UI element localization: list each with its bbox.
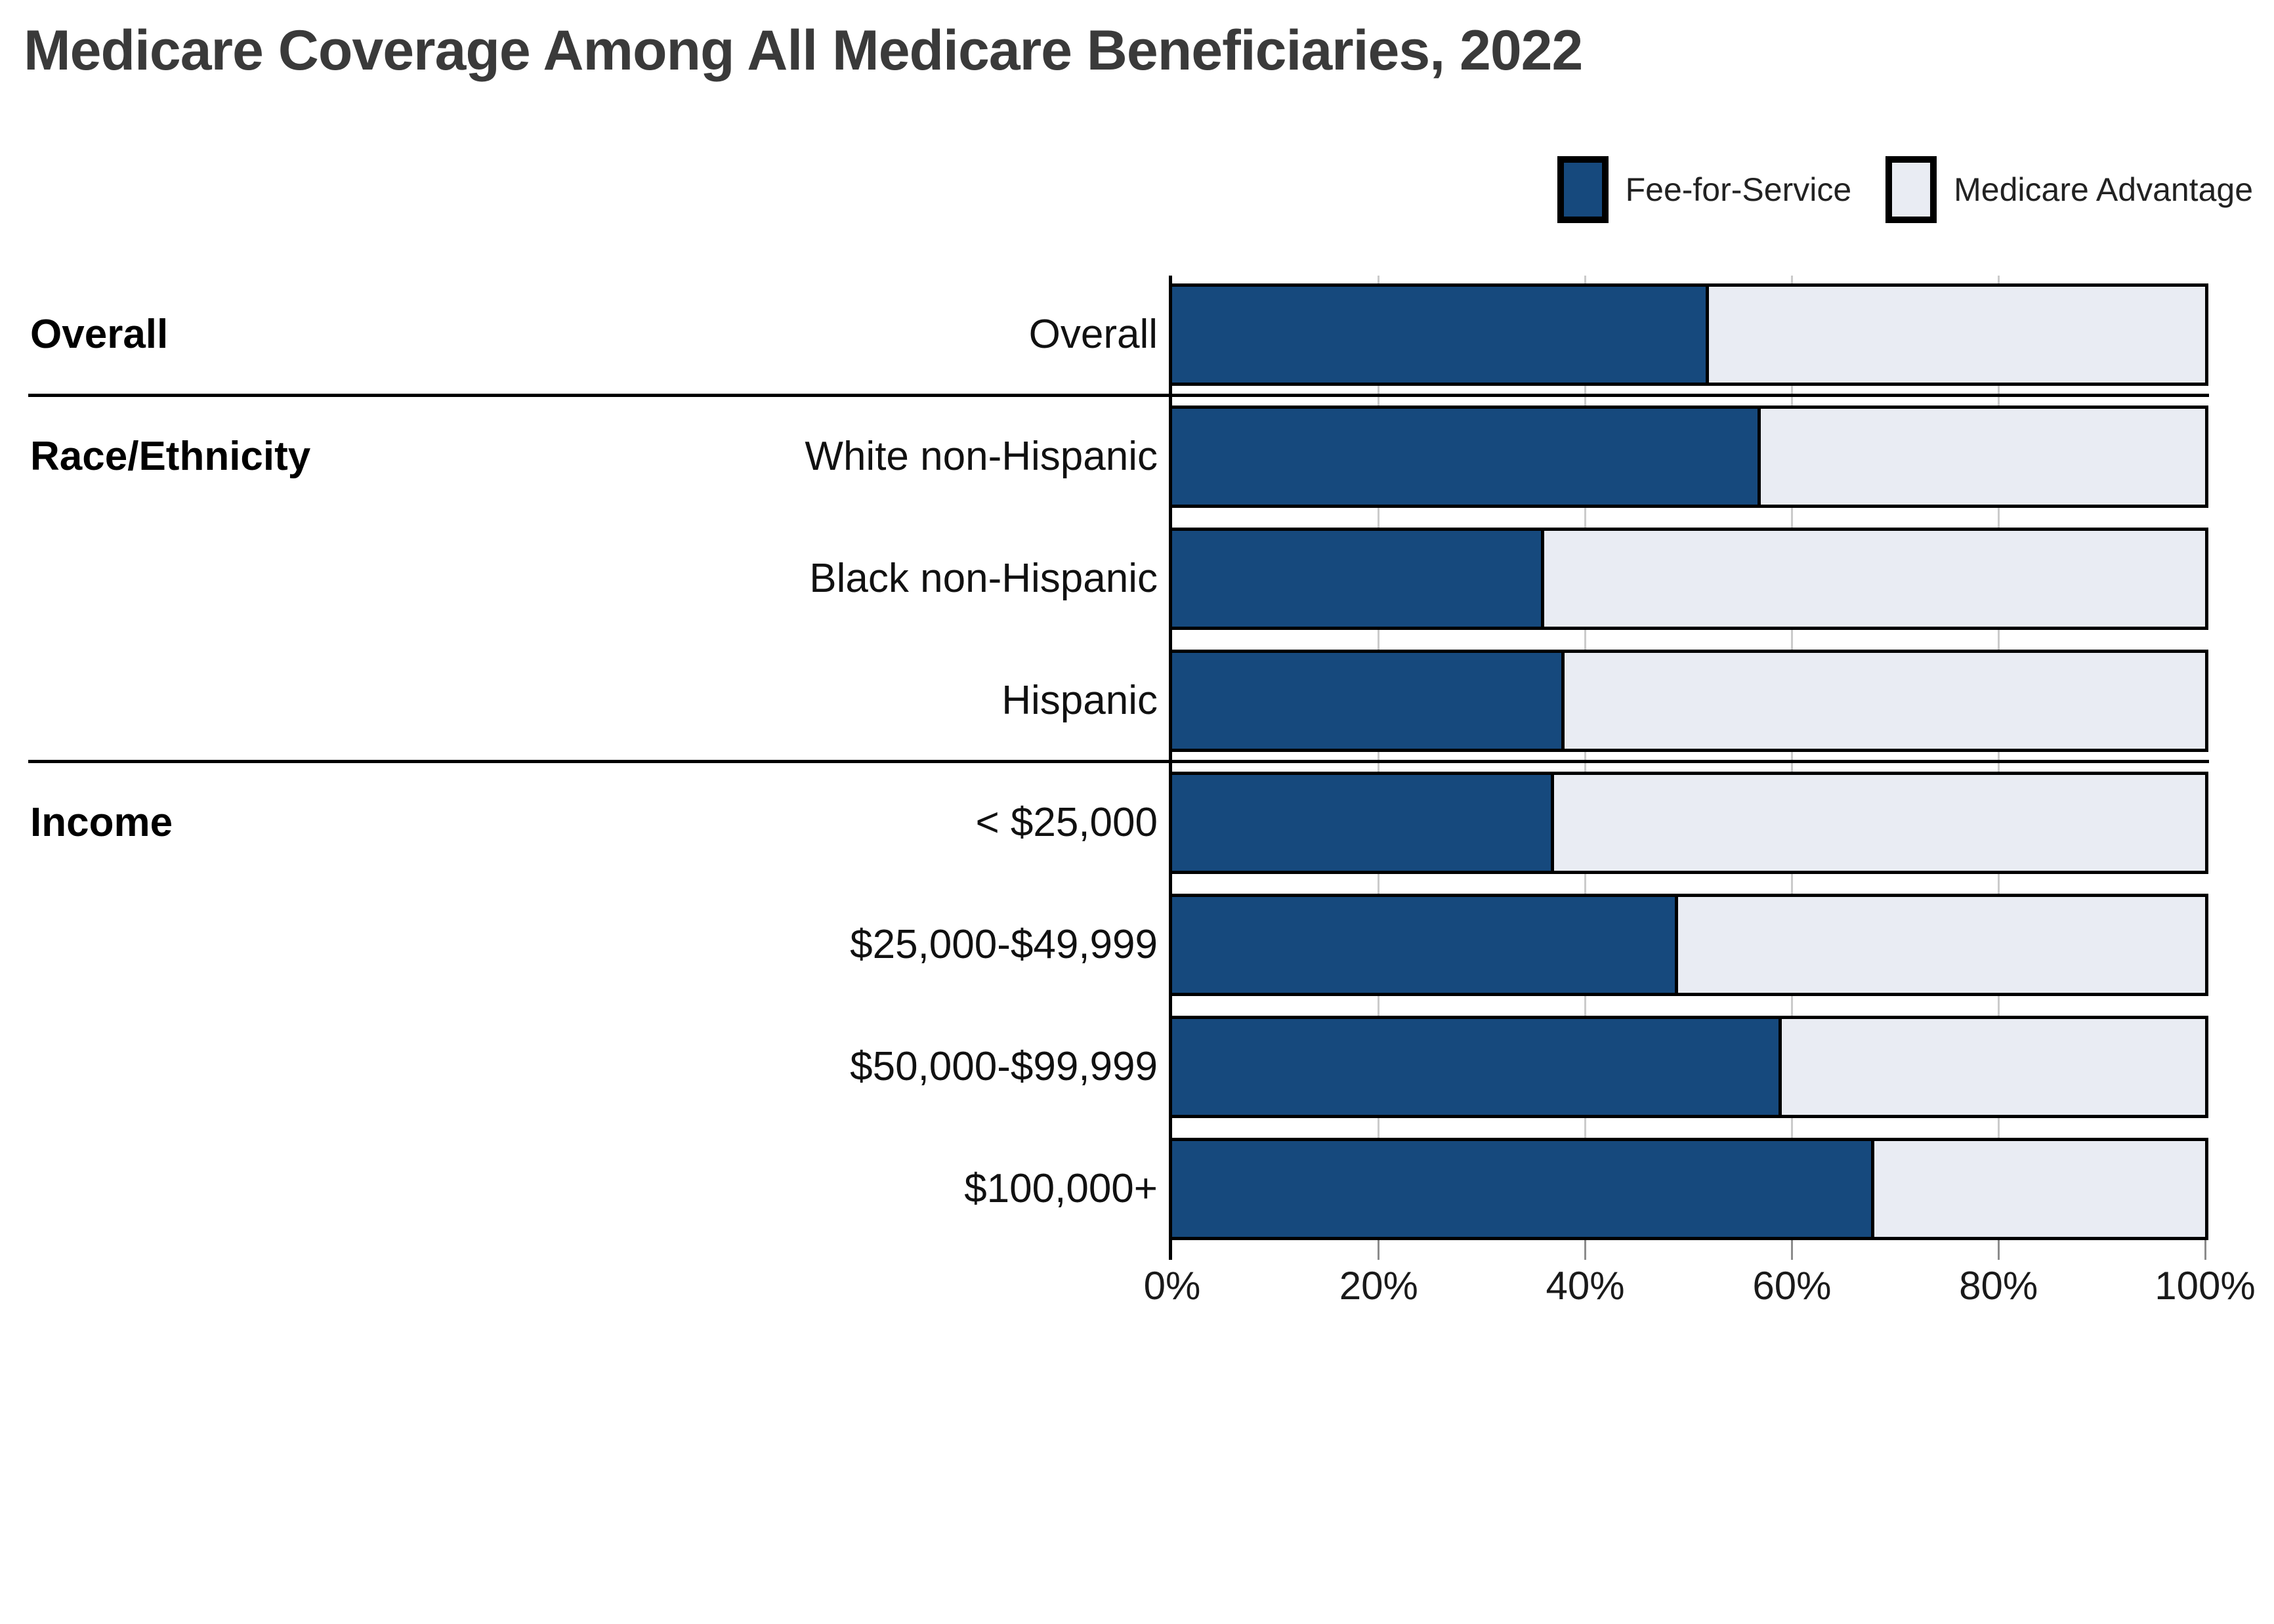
bar-segment-medicare-advantage <box>1544 531 2205 627</box>
group-heading: Overall <box>30 312 169 357</box>
axis-tick <box>1790 1240 1793 1260</box>
bar-row <box>1169 1138 2208 1240</box>
section-separator-line <box>28 760 2209 763</box>
gridline <box>1584 276 1587 1240</box>
section-separator-line <box>28 394 2209 397</box>
gridline <box>1997 276 2000 1240</box>
bar-segment-medicare-advantage <box>1709 287 2205 383</box>
bar-segment-fee-for-service <box>1172 1141 1875 1237</box>
bar-row <box>1169 772 2208 874</box>
x-axis-tick-label: 80% <box>1959 1264 2038 1308</box>
row-label: Hispanic <box>1001 678 1158 723</box>
gridline <box>1790 276 1793 1240</box>
row-label: White non-Hispanic <box>805 434 1158 479</box>
row-label: Overall <box>1028 312 1158 357</box>
bar-row <box>1169 650 2208 752</box>
group-heading: Race/Ethnicity <box>30 434 311 479</box>
bar-segment-fee-for-service <box>1172 653 1565 749</box>
y-axis-line <box>1169 276 1172 1260</box>
legend: Fee-for-Service Medicare Advantage <box>1557 156 2253 223</box>
legend-label: Fee-for-Service <box>1625 171 1852 208</box>
row-label: $50,000-$99,999 <box>850 1044 1158 1089</box>
bar-row <box>1169 283 2208 386</box>
legend-label: Medicare Advantage <box>1954 171 2253 208</box>
bar-row <box>1169 528 2208 630</box>
bar-segment-medicare-advantage <box>1678 897 2205 993</box>
row-label: $25,000-$49,999 <box>850 922 1158 967</box>
bar-segment-fee-for-service <box>1172 1019 1782 1115</box>
axis-tick <box>2204 1240 2206 1260</box>
bar-segment-fee-for-service <box>1172 897 1679 993</box>
x-axis-tick-label: 100% <box>2155 1264 2256 1308</box>
row-label: < $25,000 <box>975 800 1158 845</box>
bar-segment-medicare-advantage <box>1761 409 2205 505</box>
bar-row <box>1169 894 2208 996</box>
bar-segment-fee-for-service <box>1172 531 1544 627</box>
bar-segment-fee-for-service <box>1172 409 1761 505</box>
axis-tick <box>1584 1240 1587 1260</box>
x-axis-tick-label: 60% <box>1752 1264 1832 1308</box>
x-axis-tick-label: 0% <box>1143 1264 1201 1308</box>
legend-swatch-icon <box>1557 156 1609 223</box>
row-label: $100,000+ <box>964 1166 1158 1211</box>
x-axis-tick-label: 40% <box>1546 1264 1625 1308</box>
gridline <box>1378 276 1380 1240</box>
bar-row <box>1169 1016 2208 1118</box>
bar-segment-fee-for-service <box>1172 775 1555 871</box>
row-label: Black non-Hispanic <box>809 556 1158 601</box>
bar-segment-medicare-advantage <box>1565 653 2205 749</box>
bar-row <box>1169 406 2208 508</box>
bar-segment-fee-for-service <box>1172 287 1710 383</box>
legend-item: Medicare Advantage <box>1885 156 2253 223</box>
legend-swatch-icon <box>1885 156 1937 223</box>
group-heading: Income <box>30 800 173 845</box>
bar-segment-medicare-advantage <box>1781 1019 2205 1115</box>
axis-tick <box>1378 1240 1380 1260</box>
figure-title: Medicare Coverage Among All Medicare Ben… <box>24 19 1583 82</box>
bar-segment-medicare-advantage <box>1554 775 2205 871</box>
legend-item: Fee-for-Service <box>1557 156 1852 223</box>
axis-tick <box>1997 1240 2000 1260</box>
bar-segment-medicare-advantage <box>1874 1141 2205 1237</box>
x-axis-tick-label: 20% <box>1339 1264 1418 1308</box>
